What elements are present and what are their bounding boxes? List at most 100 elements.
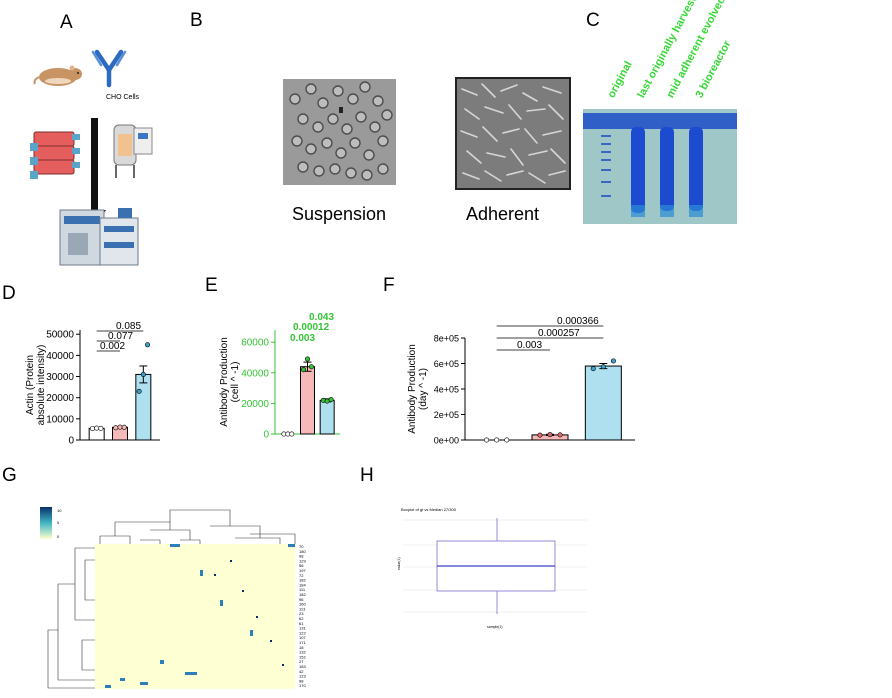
heatmap-row-label: 170 (299, 683, 306, 688)
heatmap-row-label: 56 (299, 563, 304, 568)
heatmap-row-label: 184 (299, 582, 306, 587)
heatmap-row-label: 27 (299, 659, 304, 664)
hamster-icon (33, 65, 82, 86)
scale-tick-0: 10 (57, 508, 62, 513)
heatmap-row-label: 23 (299, 611, 304, 616)
adherent-micrograph (455, 77, 571, 190)
heatmap-row-label: 98 (299, 678, 304, 683)
data-point (308, 364, 314, 370)
y-tick-label: 0 (263, 430, 269, 441)
heatmap-row-label: 18 (299, 645, 304, 650)
y-axis-label: (cell ^ -1) (230, 362, 241, 403)
data-point (537, 432, 543, 438)
bioreactor-icon (113, 124, 153, 178)
heatmap-row-label: 61 (299, 621, 304, 626)
heatmap-row-label: 42 (299, 669, 304, 674)
y-axis-label: Actin (Protein (25, 355, 36, 415)
y-tick-label: 40000 (46, 351, 74, 362)
p-value-label: 0.085 (116, 321, 141, 332)
heatmap-row-label: 123 (299, 674, 306, 679)
data-point (305, 356, 311, 362)
y-tick-label: 40000 (241, 368, 269, 379)
y-tick-label: 50000 (46, 330, 74, 341)
heatmap-body (95, 544, 295, 689)
heatmap-row-label: 152 (299, 654, 306, 659)
y-tick-label: 2e+05 (434, 410, 459, 420)
gel-lane-label-1: original (605, 59, 635, 100)
boxplot-title: Boxplot of gt vs Median 27/300 (401, 507, 457, 512)
p-value-label: 0.003 (290, 333, 315, 344)
heatmap-row-label: 182 (299, 592, 306, 597)
p-value-label: 0.003 (517, 340, 542, 351)
heatmap-row-label: 98 (299, 554, 304, 559)
data-point (547, 432, 553, 438)
column-dendrogram (99, 509, 296, 544)
data-point (121, 424, 127, 430)
sds-page-gel (583, 109, 737, 224)
y-axis-label: Antibody Production (407, 344, 418, 434)
p-value-label: 0.043 (309, 312, 334, 323)
heatmap-row-label: 183 (299, 664, 306, 669)
data-point (557, 432, 563, 438)
y-tick-label: 30000 (46, 372, 74, 383)
y-axis-label: Antibody Production (219, 337, 230, 427)
data-point (600, 364, 606, 370)
heatmap-row-label: 171 (299, 640, 306, 645)
heatmap-row-label: 180 (299, 549, 306, 554)
p-value-label: 0.000257 (538, 328, 580, 339)
scale-tick-2: 0 (57, 534, 60, 539)
heatmap-row-label: 129 (299, 558, 306, 563)
antibody-icon (91, 49, 127, 88)
y-tick-label: 6e+05 (434, 359, 459, 369)
data-point (494, 437, 500, 443)
y-tick-label: 20000 (241, 399, 269, 410)
panel-label-c: C (586, 10, 600, 31)
heatmap-row-label: 70 (299, 544, 304, 549)
y-axis-label: (day ^ -1) (418, 368, 429, 410)
heatmap-row-label: 122 (299, 630, 306, 635)
heatmap-row-label: 62 (299, 616, 304, 621)
p-value-label: 0.077 (108, 331, 133, 342)
data-point (301, 367, 307, 373)
cho-cells-label: CHO Cells (106, 94, 140, 101)
bar (135, 373, 152, 441)
heatmap-row-label: 111 (299, 587, 306, 592)
p-value-label: 0.000366 (557, 316, 599, 327)
heatmap-row-label: 72 (299, 573, 304, 578)
y-tick-label: 60000 (241, 338, 269, 349)
data-point (113, 425, 119, 431)
mass-spectrometer-icon (59, 208, 139, 266)
bar (584, 365, 622, 441)
bar (300, 366, 315, 435)
panel-label-g: G (2, 465, 17, 486)
chart-f: 0e+00 2e+05 4e+05 6e+05 8e+05 Antibody Produc… (407, 316, 635, 446)
boxplot-ylabel: value(1) (397, 557, 401, 570)
data-point (136, 388, 142, 394)
chart-d: 0 10000 20000 30000 40000 50000 Actin (Protein… (25, 321, 160, 447)
data-point (117, 424, 123, 430)
heatmap-row-label: 132 (299, 650, 306, 655)
heatmap-row-label: 160 (299, 602, 306, 607)
heatmap-row-label: 113 (299, 606, 306, 611)
panel-label-b: B (190, 10, 203, 31)
data-point (610, 358, 616, 364)
panel-label-h: H (360, 465, 374, 486)
heatmap-panel: 10 5 0 70 18 (20, 500, 340, 693)
row-dendrogram (47, 547, 95, 689)
p-value-label: 0.00012 (293, 322, 330, 333)
y-tick-label: 20000 (46, 393, 74, 404)
heatmap-hot-cells (105, 544, 295, 688)
y-tick-label: 0 (68, 436, 74, 447)
data-point (484, 437, 490, 443)
p-value-label: 0.002 (100, 341, 125, 352)
adherent-caption: Adherent (466, 204, 540, 224)
panel-label-e: E (205, 275, 218, 296)
panel-label-f: F (383, 275, 395, 296)
suspension-micrograph (283, 79, 396, 185)
y-tick-label: 0e+00 (434, 436, 459, 446)
heatmap-row-label: 197 (299, 568, 306, 573)
heatmap-row-label: 107 (299, 635, 306, 640)
data-point (140, 371, 146, 377)
panel-label-d: D (2, 283, 16, 304)
data-point (94, 425, 100, 431)
